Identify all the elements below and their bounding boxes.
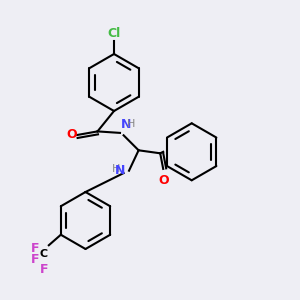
Text: H: H <box>112 164 120 175</box>
Text: H: H <box>127 119 135 129</box>
Text: Cl: Cl <box>107 27 121 40</box>
Text: O: O <box>158 174 169 187</box>
Text: C: C <box>40 249 48 259</box>
Text: N: N <box>121 118 132 131</box>
Text: F: F <box>31 242 40 255</box>
Text: O: O <box>66 128 77 142</box>
Text: F: F <box>40 263 49 276</box>
Text: N: N <box>115 164 125 177</box>
Text: F: F <box>31 253 40 266</box>
